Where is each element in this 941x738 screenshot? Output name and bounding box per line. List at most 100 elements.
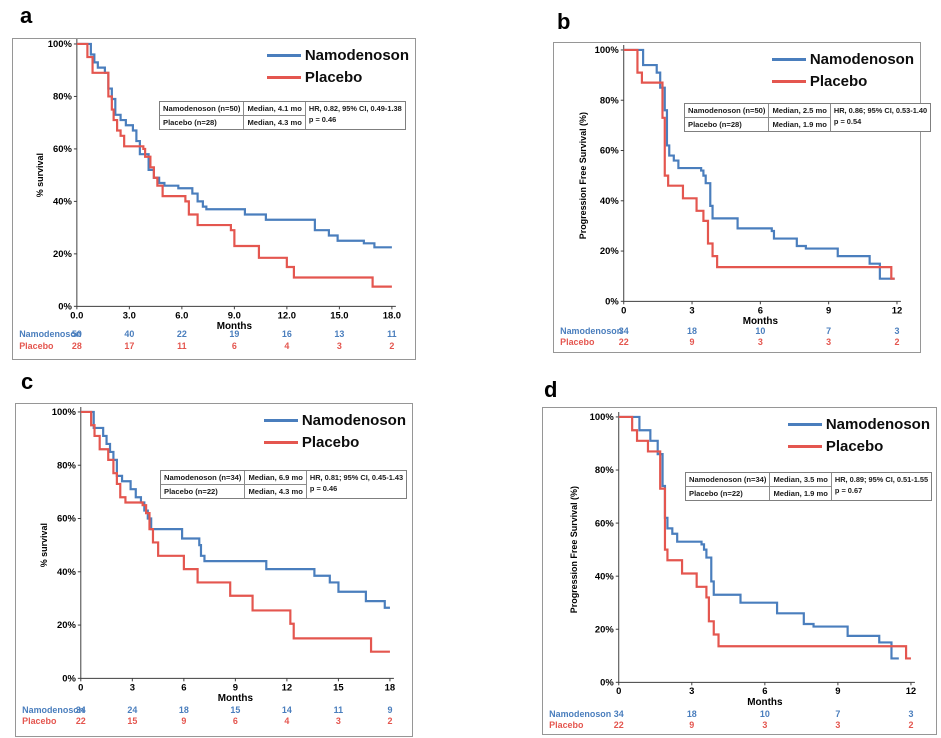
y-tick-label: 60% bbox=[600, 146, 619, 157]
stats-line: p = 0.67 bbox=[834, 485, 863, 495]
stats-hr-cell: HR, 0.81; 95% CI, 0.45-1.43 p = 0.46 bbox=[307, 471, 406, 498]
risk-row-label: Namodenoson bbox=[19, 329, 81, 339]
x-tick-label: 0 bbox=[78, 682, 83, 693]
panel-c-legend: Namodenoson Placebo bbox=[263, 412, 406, 451]
risk-count: 6 bbox=[233, 716, 238, 726]
y-axis-title: % survival bbox=[39, 523, 49, 567]
x-axis-title: Months bbox=[218, 693, 254, 704]
stats-line: HR, 0.89; 95% CI, 0.51-1.55 bbox=[834, 475, 929, 484]
risk-count: 40 bbox=[124, 329, 134, 339]
panel-d-stats-table: Namodenoson (n=34) Median, 3.5 mo Placebo … bbox=[685, 472, 933, 501]
risk-count: 34 bbox=[619, 326, 629, 336]
risk-count: 6 bbox=[232, 341, 237, 351]
risk-count: 19 bbox=[229, 329, 239, 339]
panel-c-stats-table: Namodenoson (n=34) Median, 6.9 mo Placebo … bbox=[160, 470, 408, 499]
legend-line-swatch bbox=[771, 58, 806, 61]
legend-label: Namodenoson bbox=[301, 412, 406, 429]
risk-count: 17 bbox=[124, 341, 134, 351]
y-tick-label: 0% bbox=[58, 302, 72, 313]
risk-count: 14 bbox=[282, 705, 292, 715]
stats-median-cell: Median, 4.3 mo bbox=[244, 116, 306, 129]
y-tick-label: 20% bbox=[53, 249, 72, 260]
series-namodenoson-line bbox=[623, 48, 895, 280]
risk-count: 2 bbox=[387, 716, 392, 726]
y-tick-label: 40% bbox=[600, 196, 619, 207]
stats-arm-cell: Namodenoson (n=50) bbox=[685, 104, 770, 118]
risk-count: 18 bbox=[179, 705, 189, 715]
x-tick-label: 6.0 bbox=[175, 310, 188, 321]
legend-label: Namodenoson bbox=[809, 51, 914, 68]
x-axis-title: Months bbox=[747, 697, 783, 708]
legend-label: Placebo bbox=[304, 69, 363, 86]
risk-count: 15 bbox=[127, 716, 137, 726]
stats-line: p = 0.54 bbox=[833, 116, 862, 126]
risk-count: 34 bbox=[614, 709, 624, 719]
stats-line: HR, 0.81; 95% CI, 0.45-1.43 bbox=[309, 473, 404, 482]
x-tick-label: 12 bbox=[282, 682, 293, 693]
legend-item: Namodenoson bbox=[266, 47, 409, 64]
risk-count: 34 bbox=[76, 705, 86, 715]
panel-d-legend: Namodenoson Placebo bbox=[787, 416, 930, 455]
legend-item: Placebo bbox=[266, 69, 409, 86]
risk-count: 22 bbox=[177, 329, 187, 339]
risk-count: 22 bbox=[614, 720, 624, 730]
y-tick-label: 0% bbox=[605, 297, 619, 308]
series-placebo-line bbox=[618, 415, 911, 660]
legend-line-swatch bbox=[787, 423, 822, 426]
risk-row-label: Namodenoson bbox=[22, 705, 84, 715]
risk-count: 28 bbox=[72, 341, 82, 351]
risk-count: 18 bbox=[687, 326, 697, 336]
y-tick-label: 20% bbox=[600, 246, 619, 257]
risk-count: 3 bbox=[758, 337, 763, 347]
panel-b-chart-box: 100% 80% 60% 40% 20% 0% 0 3 6 9 12 Months Progressio… bbox=[553, 42, 932, 353]
panel-a-km-chart: 100% 80% 60% 40% 20% 0%0.0 3.0 6.0 9.0 12.0 15.0 18… bbox=[19, 39, 401, 351]
risk-count: 9 bbox=[689, 720, 694, 730]
x-axis-title: Months bbox=[743, 316, 779, 327]
x-axis-title: Months bbox=[217, 321, 253, 332]
stats-line: p = 0.46 bbox=[308, 114, 337, 124]
y-tick-label: 40% bbox=[595, 571, 614, 582]
x-tick-label: 0.0 bbox=[70, 310, 83, 321]
risk-count: 3 bbox=[826, 337, 831, 347]
risk-count: 13 bbox=[334, 329, 344, 339]
risk-count: 2 bbox=[389, 341, 394, 351]
risk-count: 15 bbox=[230, 705, 240, 715]
stats-hr-cell: HR, 0.82, 95% CI, 0.49-1.38 p = 0.46 bbox=[306, 102, 405, 129]
stats-hr-cell: HR, 0.86; 95% CI, 0.53-1.40 p = 0.54 bbox=[831, 104, 930, 131]
stats-arm-cell: Namodenoson (n=34) bbox=[161, 471, 246, 485]
y-tick-label: 100% bbox=[590, 412, 615, 423]
stats-median-cell: Median, 3.5 mo bbox=[770, 473, 832, 487]
series-namodenoson-line bbox=[80, 410, 390, 609]
risk-count: 9 bbox=[181, 716, 186, 726]
risk-count: 9 bbox=[387, 705, 392, 715]
legend-line-swatch bbox=[787, 445, 822, 448]
y-tick-label: 100% bbox=[48, 39, 73, 50]
y-axis-title: Progression Free Survival (%) bbox=[569, 486, 579, 613]
risk-count: 3 bbox=[894, 326, 899, 336]
y-tick-label: 20% bbox=[595, 624, 614, 635]
y-tick-label: 40% bbox=[53, 197, 72, 208]
series-placebo-line bbox=[80, 410, 390, 653]
risk-row-label: Placebo bbox=[19, 341, 54, 351]
stats-median-cell: Median, 6.9 mo bbox=[245, 471, 307, 485]
stats-median-cell: Median, 1.9 mo bbox=[770, 487, 832, 500]
series-placebo-line bbox=[623, 48, 895, 280]
risk-count: 50 bbox=[72, 329, 82, 339]
x-tick-label: 3.0 bbox=[123, 310, 136, 321]
y-tick-label: 20% bbox=[57, 620, 76, 631]
y-tick-label: 60% bbox=[595, 518, 614, 529]
risk-count: 3 bbox=[336, 716, 341, 726]
series-placebo-line bbox=[76, 42, 392, 288]
y-tick-label: 80% bbox=[600, 95, 619, 106]
panel-a-legend: Namodenoson Placebo bbox=[266, 47, 409, 86]
legend-label: Namodenoson bbox=[825, 416, 930, 433]
x-tick-label: 9 bbox=[233, 682, 238, 693]
stats-arm-cell: Namodenoson (n=34) bbox=[686, 473, 771, 487]
risk-row-label: Placebo bbox=[560, 337, 595, 347]
risk-count: 10 bbox=[760, 709, 770, 719]
risk-row-label: Namodenoson bbox=[549, 709, 611, 719]
stats-median-cell: Median, 4.3 mo bbox=[245, 485, 307, 498]
panel-letter-d: d bbox=[544, 377, 558, 402]
stats-median-cell: Median, 1.9 mo bbox=[769, 118, 831, 131]
risk-count: 11 bbox=[387, 329, 396, 339]
